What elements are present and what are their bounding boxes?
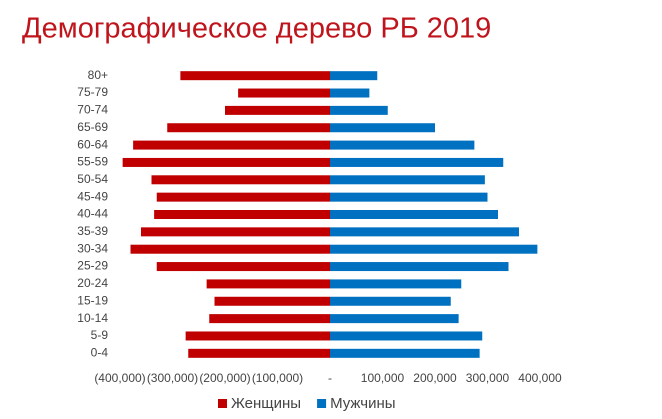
legend-swatch [218,399,227,408]
y-tick-label: 45-49 [77,189,108,203]
bar [225,105,330,115]
bar [330,279,462,289]
y-tick-label: 10-14 [77,311,108,325]
bar [330,348,480,358]
x-tick-label: (100,000) [252,371,303,385]
bar [330,210,498,219]
y-tick-label: 25-29 [77,259,108,273]
bar [330,331,483,341]
bar [330,175,485,185]
bar [238,88,330,98]
bar [180,71,330,81]
bar [214,296,330,306]
y-tick-label: 75-79 [77,85,108,99]
bar [141,227,330,237]
y-tick-label: 55-59 [77,155,108,169]
x-tick-label: 400,000 [518,371,562,385]
y-tick-label: 50-54 [77,172,108,186]
y-tick-label: 65-69 [77,120,108,134]
legend-label: Женщины [231,395,301,412]
y-tick-label: 30-34 [77,241,108,255]
bar [330,296,451,306]
bar [330,227,519,237]
legend-swatch [317,399,327,408]
chart-title: Демографическое дерево РБ 2019 [22,13,491,45]
bar [330,123,435,133]
bar [206,279,330,289]
bar [330,71,378,81]
y-tick-label: 60-64 [77,137,108,151]
bar [188,348,330,358]
bar [154,210,330,219]
bar [330,88,370,98]
bar [330,262,509,272]
y-tick-label: 15-19 [77,293,108,307]
bar [330,140,475,150]
legend-label: Мужчины [330,395,395,412]
y-tick-label: 0-4 [91,345,109,359]
x-tick-label: 200,000 [413,371,457,385]
bar [330,314,459,324]
bar [330,192,488,202]
bar [330,105,388,115]
x-tick-label: (200,000) [199,371,250,385]
bar [330,244,538,254]
bar [130,244,330,254]
y-tick-label: 70-74 [77,103,108,117]
bar [133,140,330,150]
x-tick-label: - [328,371,332,385]
y-tick-label: 40-44 [77,207,108,221]
y-tick-label: 5-9 [91,328,109,342]
bar [122,157,330,167]
y-tick-label: 20-24 [77,276,108,290]
x-tick-label: 300,000 [466,371,510,385]
x-tick-label: (400,000) [94,371,145,385]
y-tick-label: 80+ [88,68,108,82]
bar [185,331,330,341]
x-tick-label: 100,000 [361,371,405,385]
bar [156,262,330,272]
y-tick-label: 35-39 [77,224,108,238]
x-tick-label: (300,000) [147,371,198,385]
bar [151,175,330,185]
bar [330,157,504,167]
bar [209,314,330,324]
bar [167,123,330,133]
bar [156,192,330,202]
